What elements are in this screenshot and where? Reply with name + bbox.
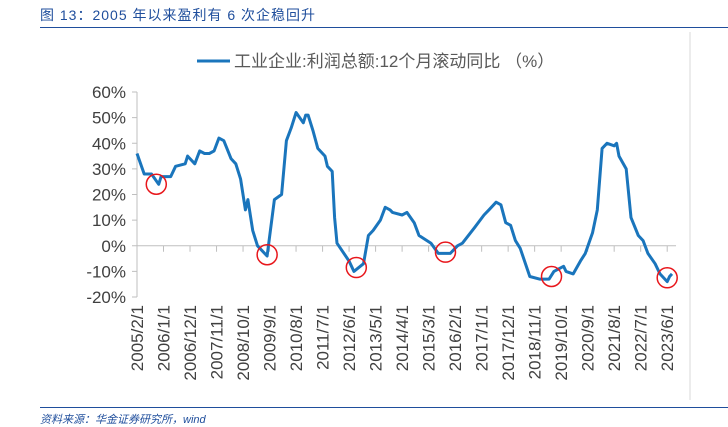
figure-title: 图 13：2005 年以来盈利有 6 次企稳回升 xyxy=(40,7,317,23)
x-tick-label: 2010/8/1 xyxy=(287,305,306,371)
y-tick-label: 30% xyxy=(92,160,126,179)
x-tick-label: 2006/12/1 xyxy=(181,305,200,381)
trough-circle-annotation xyxy=(540,265,563,288)
y-tick-label: 20% xyxy=(92,186,126,205)
x-tick-label: 2008/10/1 xyxy=(234,305,253,381)
trough-circle-annotation xyxy=(345,256,368,279)
x-tick-label: 2021/8/1 xyxy=(605,305,624,371)
y-tick-label: 60% xyxy=(92,83,126,102)
x-tick-label: 2023/6/1 xyxy=(658,305,677,371)
y-tick-label: 50% xyxy=(92,109,126,128)
footer-divider xyxy=(40,407,728,408)
y-tick-label: 0% xyxy=(101,237,126,256)
x-tick-label: 2019/10/1 xyxy=(552,305,571,381)
x-tick-label: 2014/4/1 xyxy=(393,305,412,371)
y-tick-label: -20% xyxy=(86,288,126,307)
legend: 工业企业:利润总额:12个月滚动同比 （%） xyxy=(197,52,554,71)
x-tick-label: 2017/1/1 xyxy=(473,305,492,371)
x-tick-label: 2017/12/1 xyxy=(499,305,518,381)
y-tick-label: 40% xyxy=(92,134,126,153)
x-tick-label: 2013/5/1 xyxy=(367,305,386,371)
x-tick-label: 2018/11/1 xyxy=(526,305,545,379)
x-tick-label: 2016/2/1 xyxy=(446,305,465,371)
y-tick-label: 10% xyxy=(92,211,126,230)
x-tick-label: 2007/11/1 xyxy=(208,305,227,379)
x-tick-label: 2011/7/1 xyxy=(314,305,333,370)
x-tick-label: 2012/6/1 xyxy=(340,305,359,371)
trough-circle-annotation xyxy=(656,267,678,289)
trough-circle-annotation xyxy=(434,241,457,263)
x-tick-label: 2020/9/1 xyxy=(579,305,598,371)
trough-circle-annotation xyxy=(145,173,168,195)
y-tick-label: -10% xyxy=(86,262,126,281)
trough-circle-annotation xyxy=(256,243,278,266)
x-tick-label: 2005/2/1 xyxy=(128,305,147,371)
x-tick-label: 2006/1/1 xyxy=(155,305,174,371)
x-tick-label: 2022/7/1 xyxy=(632,305,651,371)
series-line xyxy=(135,111,674,284)
legend-label: 工业企业:利润总额:12个月滚动同比 （%） xyxy=(234,52,554,71)
title-divider xyxy=(40,27,728,28)
source-note: 资料来源：华金证券研究所，wind xyxy=(40,414,206,426)
x-tick-label: 2009/9/1 xyxy=(261,305,280,371)
x-tick-label: 2015/3/1 xyxy=(420,305,439,371)
